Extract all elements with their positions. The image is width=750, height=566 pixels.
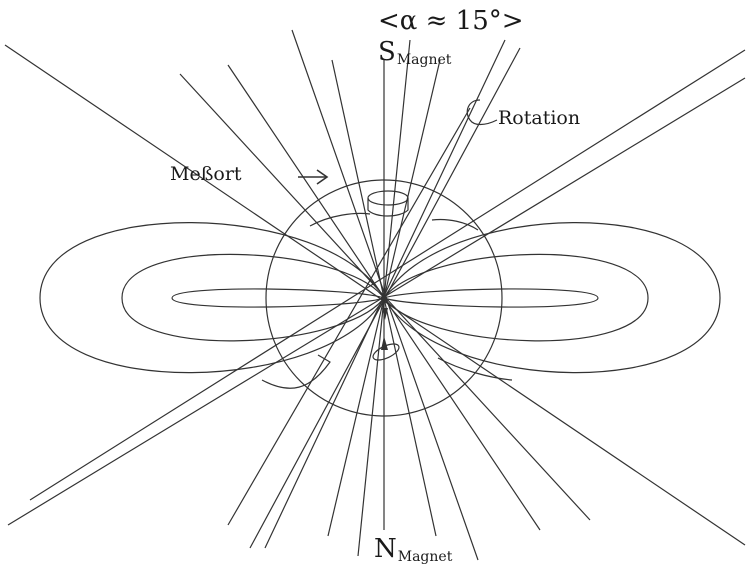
field-line	[227, 107, 471, 526]
south-pole-label: SMagnet	[378, 39, 451, 67]
field-line	[29, 49, 746, 501]
field-direction-mark	[381, 336, 388, 350]
angle-label: <α ≈ 15°>	[378, 6, 524, 36]
converging-field-lines	[4, 29, 746, 561]
field-loop-right-middle	[383, 253, 649, 342]
field-loop-left-outer	[39, 222, 385, 374]
field-loop-right-inner	[382, 288, 599, 308]
south-pole-subscript: Magnet	[396, 52, 452, 68]
rotation-cylinder-top	[367, 190, 409, 217]
field-line	[4, 44, 746, 546]
globe-fragment	[309, 212, 371, 227]
dipole-field-loops	[39, 222, 721, 374]
globe-detail-lines	[261, 212, 513, 389]
north-pole-subscript: Magnet	[397, 549, 453, 565]
globe-fragment	[261, 354, 331, 389]
dipole-center	[381, 295, 387, 301]
globe-fragment	[437, 357, 513, 381]
globe-fragment	[431, 218, 479, 231]
rotation-curl-icon	[466, 99, 498, 126]
field-loop-left-middle	[121, 253, 385, 342]
globe-outline	[265, 179, 503, 417]
field-loop-left-inner	[171, 288, 386, 308]
north-pole-label: NMagnet	[374, 536, 452, 564]
field-line	[7, 77, 746, 526]
field-direction-mark	[382, 308, 388, 320]
measuring-point-arrow-icon	[298, 169, 329, 185]
rotation-label: Rotation	[498, 107, 581, 129]
south-pole-letter: S	[378, 37, 396, 67]
north-pole-letter: N	[374, 534, 397, 564]
measuring-point-label: Meßort	[170, 163, 242, 185]
